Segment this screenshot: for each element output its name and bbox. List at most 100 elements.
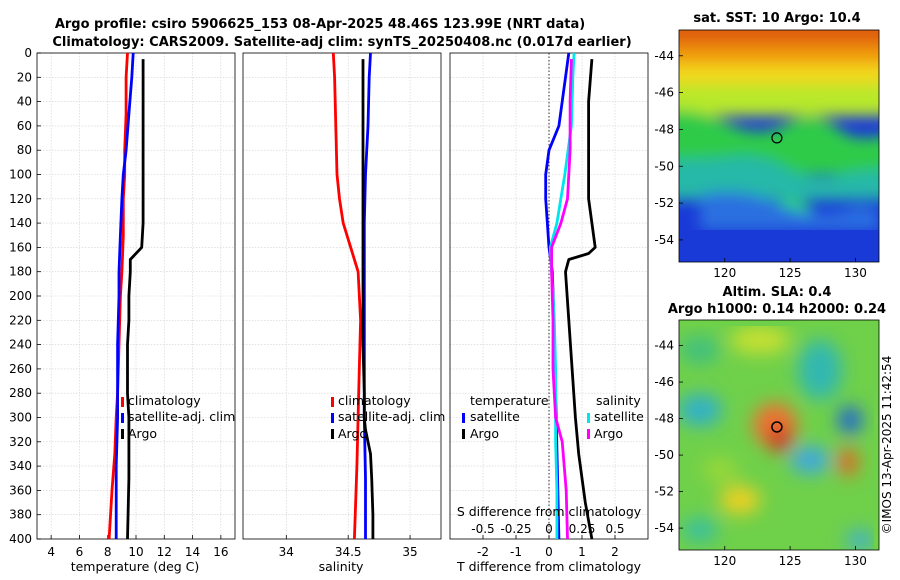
- legend-s-satellite-label: satellite: [594, 409, 644, 424]
- series-line-climatology: [107, 52, 129, 540]
- map-x-tick-label: 120: [713, 266, 736, 280]
- map-x-tick-label: 130: [844, 554, 867, 568]
- map-x-tick-label: 125: [779, 266, 802, 280]
- legend-climatology-label: climatology: [128, 393, 201, 408]
- salinity-legend: climatology satellite-adj. clim Argo: [331, 393, 445, 441]
- map-y-tick-label: -46: [654, 375, 674, 389]
- map-y-tick-label: -54: [654, 233, 674, 247]
- salinity-grid: [243, 52, 441, 540]
- y-tick-label: 400: [9, 532, 32, 546]
- y-tick-label: 40: [17, 95, 32, 109]
- x-tick-label: 1: [578, 545, 586, 559]
- x-tick-label: 8: [104, 545, 112, 559]
- y-tick-label: 160: [9, 240, 32, 254]
- x-tick-label: 12: [157, 545, 172, 559]
- map-y-tick-label: -44: [654, 339, 674, 353]
- y-tick-label: 380: [9, 508, 32, 522]
- salinity-panel: 34 34.5 35 salinity climatology satellite-…: [242, 52, 445, 574]
- y-tick-label: 200: [9, 289, 32, 303]
- sla-map-frame: [678, 319, 880, 551]
- sla-heatmap-image: [679, 320, 879, 550]
- sst-map-title: sat. SST: 10 Argo: 10.4: [693, 11, 860, 26]
- x-tick-label: 0: [545, 545, 553, 559]
- legend-climatology-label: climatology: [338, 393, 411, 408]
- x-tick-label: 35: [402, 545, 417, 559]
- legend-argo-label: Argo: [128, 426, 157, 441]
- figure-title-line2: Climatology: CARS2009. Satellite-adj cli…: [52, 35, 631, 50]
- y-tick-label: 300: [9, 411, 32, 425]
- y-tick-label: 0: [24, 46, 32, 60]
- sst-map-xticks: 120 125 130: [713, 258, 867, 280]
- map-y-tick-label: -48: [654, 122, 674, 136]
- map-y-tick-label: -54: [654, 521, 674, 535]
- legend-argo-label: Argo: [338, 426, 367, 441]
- x-tick-label: 6: [76, 545, 84, 559]
- legend-argo-swatch: [121, 429, 124, 439]
- s-tick-label: -0.5: [471, 522, 494, 536]
- map-y-tick-label: -48: [654, 412, 674, 426]
- map-y-tick-label: -46: [654, 86, 674, 100]
- x-tick-label: 4: [47, 545, 55, 559]
- x-tick-label: 14: [185, 545, 200, 559]
- x-tick-label: 34.5: [335, 545, 362, 559]
- s-difference-label: S difference from climatology: [457, 504, 642, 519]
- legend-climatology-swatch: [331, 397, 334, 407]
- legend-s-argo-swatch: [587, 429, 590, 439]
- temperature-legend: climatology satellite-adj. clim Argo: [121, 393, 235, 441]
- salinity-lines: [331, 52, 375, 540]
- legend-satellite-swatch: [121, 413, 124, 423]
- series-line-argo: [126, 59, 145, 540]
- legend-salinity-header: salinity: [596, 393, 641, 408]
- salinity-xlabel: salinity: [319, 559, 364, 574]
- temperature-xticks: 4 6 8 10 12 14 16: [47, 535, 228, 559]
- salinity-xticks: 34 34.5 35: [279, 535, 418, 559]
- s-tick-label: 0: [545, 522, 553, 536]
- legend-t-satellite-label: satellite: [470, 409, 520, 424]
- t-difference-xlabel: T difference from climatology: [456, 559, 642, 574]
- y-tick-label: 20: [17, 70, 32, 84]
- salinity-axes-box: [242, 52, 442, 540]
- sat-sst-map: sat. SST: 10 Argo: 10.4 120 125 130 -44 -46…: [654, 11, 880, 280]
- legend-temperature-header: temperature: [470, 393, 549, 408]
- y-tick-label: 140: [9, 216, 32, 230]
- temperature-xlabel: temperature (deg C): [71, 559, 200, 574]
- series-line-climatology: [331, 52, 363, 540]
- difference-panel: -2 -1 0 1 2 -0.5 -0.25 0 0.25 0.5 S difference f…: [449, 52, 649, 574]
- imos-watermark: ©IMOS 13-Apr-2025 11:42:54: [880, 356, 894, 535]
- map-x-tick-label: 125: [779, 554, 802, 568]
- legend-s-satellite-swatch: [587, 413, 590, 423]
- y-tick-label: 80: [17, 143, 32, 157]
- y-tick-label: 220: [9, 313, 32, 327]
- map-x-tick-label: 130: [844, 266, 867, 280]
- map-y-tick-label: -44: [654, 49, 674, 63]
- t-difference-xticks: -2 -1 0 1 2: [477, 535, 619, 559]
- legend-t-argo-label: Argo: [470, 426, 499, 441]
- y-tick-label: 240: [9, 338, 32, 352]
- sla-map-title-line2: Argo h1000: 0.14 h2000: 0.24: [668, 302, 886, 317]
- legend-climatology-swatch: [121, 397, 124, 407]
- x-tick-label: 16: [213, 545, 228, 559]
- sst-map-yticks: -44 -46 -48 -50 -52 -54: [654, 49, 683, 247]
- sla-map-xticks: 120 125 130: [713, 546, 867, 568]
- x-tick-label: 2: [611, 545, 619, 559]
- y-tick-label: 360: [9, 483, 32, 497]
- series-line-argo: [361, 59, 375, 539]
- sst-map-frame: [678, 29, 880, 263]
- y-tick-label: 60: [17, 119, 32, 133]
- sst-argo-marker: [771, 132, 783, 144]
- depth-yticks: 0 20 40 60 80 100 120 140 160 180 200 220 240 260 280 3…: [9, 46, 41, 546]
- y-tick-label: 280: [9, 386, 32, 400]
- legend-satellite-label: satellite-adj. clim: [338, 409, 445, 424]
- temperature-grid: [37, 52, 235, 540]
- series-line-s-argo: [550, 59, 573, 540]
- legend-s-argo-label: Argo: [594, 426, 623, 441]
- x-tick-label: -1: [510, 545, 522, 559]
- sla-map-yticks: -44 -46 -48 -50 -52 -54: [654, 339, 683, 535]
- figure-title-line1: Argo profile: csiro 5906625_153 08-Apr-2…: [55, 17, 585, 32]
- legend-satellite-label: satellite-adj. clim: [128, 409, 235, 424]
- s-difference-ticks: -0.5 -0.25 0 0.25 0.5: [471, 522, 624, 536]
- y-tick-label: 260: [9, 362, 32, 376]
- map-y-tick-label: -50: [654, 159, 674, 173]
- map-y-tick-label: -50: [654, 448, 674, 462]
